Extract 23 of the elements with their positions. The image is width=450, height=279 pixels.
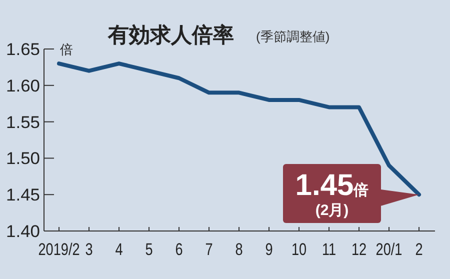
y-tick-label: 1.45 (6, 186, 40, 205)
x-tick-label: 2 (415, 240, 423, 260)
x-tick-label: 8 (235, 240, 243, 260)
y-tick-label: 1.65 (6, 40, 40, 59)
x-tick-label: 10 (291, 240, 307, 260)
x-tick-label: 20/1 (376, 240, 402, 260)
x-tick-label: 11 (322, 240, 336, 260)
chart-subtitle: (季節調整値) (256, 29, 330, 44)
x-tick-label: 7 (205, 240, 213, 260)
y-axis-title: 倍 (60, 42, 73, 57)
y-tick-label: 1.60 (6, 76, 40, 96)
x-tick-label: 3 (85, 240, 93, 260)
annotation: 1.45倍 (2月) (295, 169, 369, 219)
x-tick-label: 9 (265, 240, 273, 260)
y-tick-label: 1.40 (6, 222, 40, 241)
x-tick-label: 6 (175, 240, 183, 260)
x-tick-label: 12 (351, 240, 367, 260)
chart-title: 有効求人倍率 (107, 23, 234, 47)
x-tick-label: 5 (145, 240, 153, 260)
y-tick-label: 1.55 (6, 112, 40, 132)
x-tick-label: 2019/2 (38, 240, 80, 260)
y-tick-label: 1.50 (6, 149, 40, 168)
x-tick-label: 4 (115, 240, 124, 260)
